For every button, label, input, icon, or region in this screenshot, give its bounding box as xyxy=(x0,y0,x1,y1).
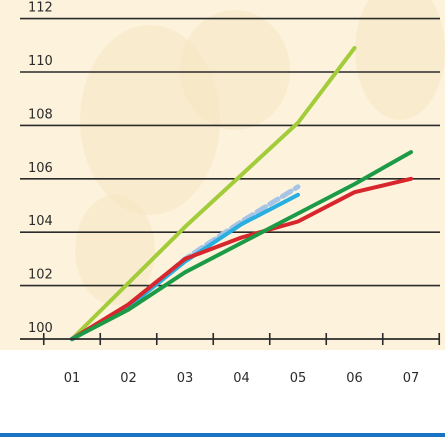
y-tick-label-112: 112 xyxy=(28,1,53,16)
decor-blob-3 xyxy=(355,0,445,120)
y-tick-label-110: 110 xyxy=(28,54,53,69)
y-tick-label-104: 104 xyxy=(28,214,53,229)
footer-rule xyxy=(0,433,445,437)
x-tick-label-04: 04 xyxy=(233,371,250,386)
series-group xyxy=(69,46,413,342)
series-line-1 xyxy=(70,46,357,341)
series-line-4 xyxy=(70,176,413,341)
y-tick-label-102: 102 xyxy=(28,268,53,283)
y-tick-label-108: 108 xyxy=(28,107,53,122)
series-line-5 xyxy=(70,150,413,341)
x-tick-label-06: 06 xyxy=(346,371,363,386)
decor-blob-2 xyxy=(180,10,290,130)
x-tick-label-01: 01 xyxy=(64,371,81,386)
x-tick-label-03: 03 xyxy=(177,371,194,386)
decor-blob-4 xyxy=(75,195,155,305)
x-tick-labels: 01 02 03 04 05 06 07 xyxy=(64,371,420,386)
y-tick-label-100: 100 xyxy=(28,321,53,336)
y-tick-label-106: 106 xyxy=(28,161,53,176)
x-tick-label-02: 02 xyxy=(120,371,137,386)
y-tick-labels: 100 102 104 106 108 110 112 xyxy=(28,1,53,336)
x-tick-label-05: 05 xyxy=(290,371,307,386)
x-axis xyxy=(20,333,441,345)
x-tick-label-07: 07 xyxy=(403,371,420,386)
